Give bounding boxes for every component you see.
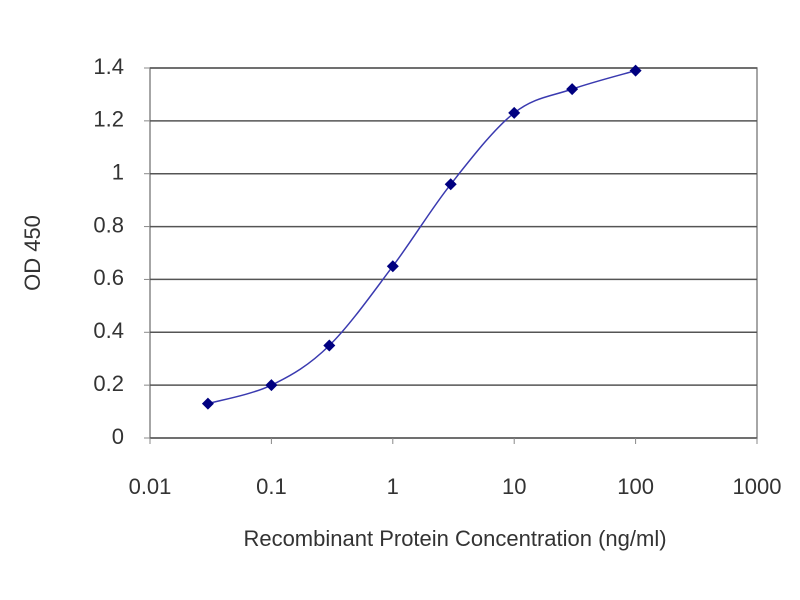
y-tick-label: 0 [112,424,124,449]
data-point [508,106,521,119]
y-axis-label: OD 450 [20,215,45,291]
x-axis-label: Recombinant Protein Concentration (ng/ml… [243,526,666,551]
y-tick-label: 1 [112,160,124,185]
plot-frame [149,67,758,439]
x-tick-label: 1 [387,474,399,499]
x-tick-label: 1000 [733,474,782,499]
data-point [566,83,579,96]
y-tick-label: 0.2 [93,371,124,396]
fit-curve [207,69,636,405]
y-tick-label: 0.4 [93,318,124,343]
y-tick-label: 0.6 [93,265,124,290]
x-tick-label: 0.1 [256,474,287,499]
y-tick-label: 0.8 [93,212,124,237]
data-point [265,379,278,392]
data-point [323,339,336,352]
x-tick-label: 10 [502,474,526,499]
data-point [201,397,214,410]
x-tick-label: 100 [617,474,654,499]
y-tick-label: 1.2 [93,107,124,132]
data-point [386,260,399,273]
x-tick-label: 0.01 [129,474,172,499]
data-point [444,178,457,191]
y-tick-label: 1.4 [93,54,124,79]
data-point [629,64,642,77]
